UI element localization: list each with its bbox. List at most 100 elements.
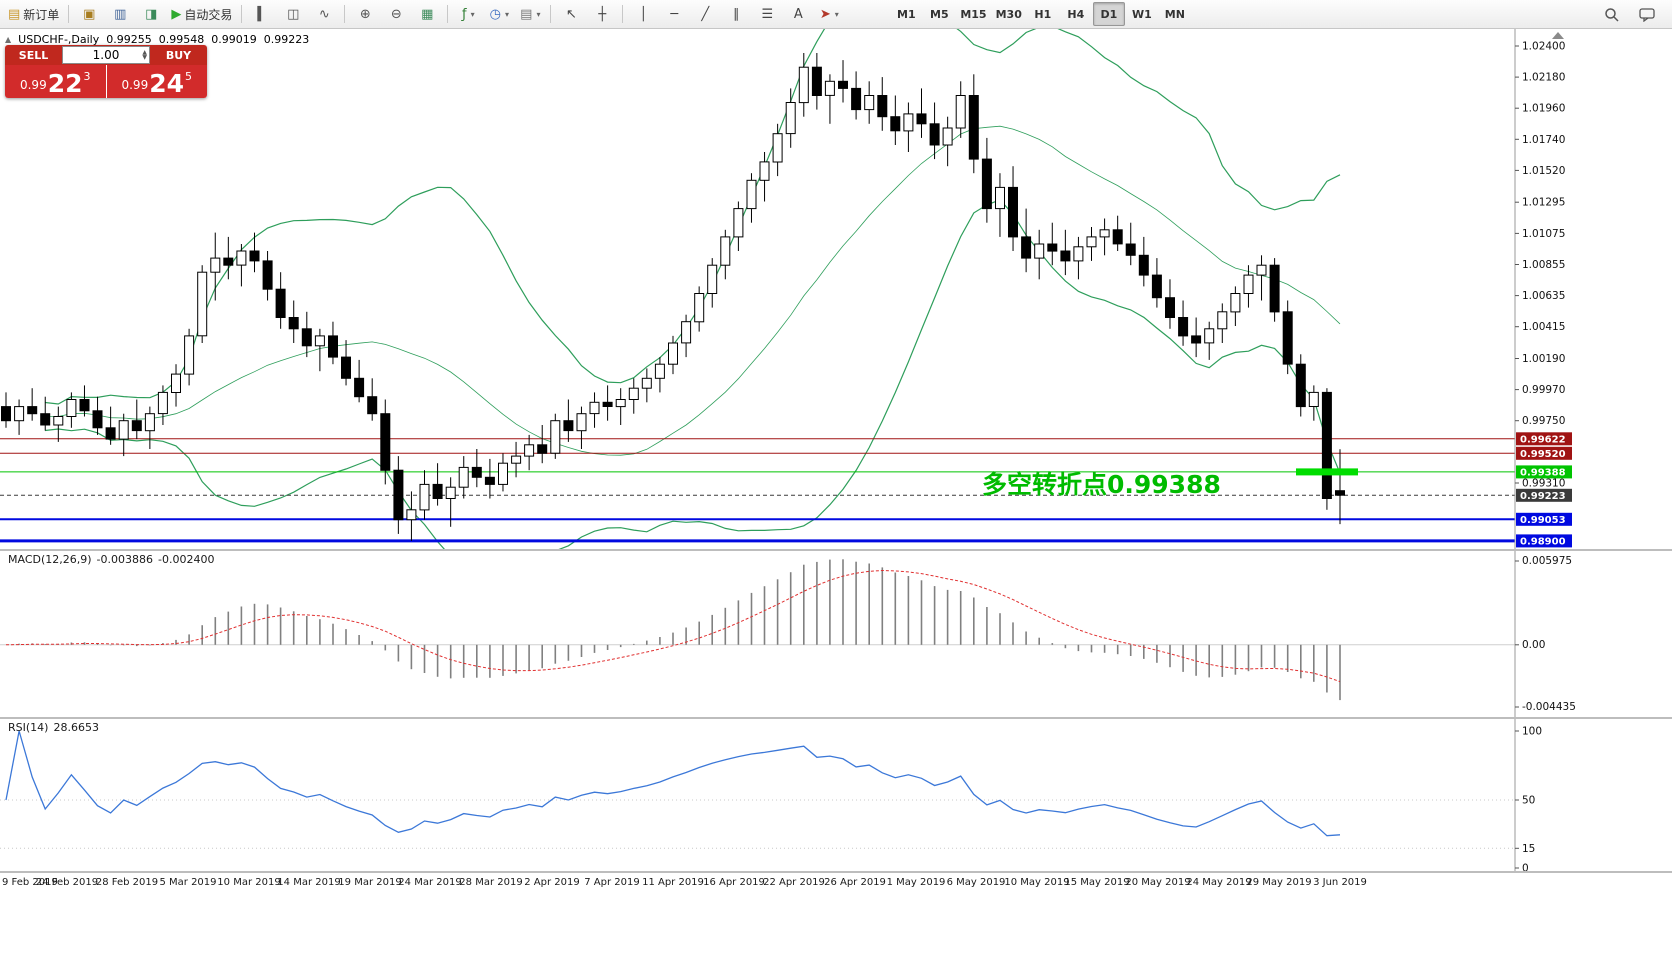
periods-button[interactable]: ◷ ▾	[484, 2, 514, 26]
sell-price-major: 0.99	[19, 78, 47, 92]
toolbar-separator	[241, 5, 243, 23]
timeframe-m1-button[interactable]: M1	[897, 7, 916, 21]
chart-symbol-label: USDCHF-,Daily	[18, 33, 100, 46]
price-tick-label: 0.99310	[1522, 478, 1565, 490]
date-label: 15 May 2019	[1064, 877, 1130, 888]
sell-price-point: 3	[83, 70, 91, 83]
volume-input[interactable]: 1.00 ▲ ▼	[62, 46, 150, 64]
chart-shift-marker[interactable]	[1552, 32, 1564, 39]
zoom-out-button[interactable]: ⊖	[381, 2, 411, 26]
tile-windows-button[interactable]: ▦	[412, 2, 442, 26]
autotrading-icon: ▶	[171, 6, 182, 22]
dropdown-arrow-icon: ▾	[536, 9, 541, 19]
timeframe-h1-button[interactable]: H1	[1034, 7, 1052, 21]
timeframe-m30-button[interactable]: M30	[995, 7, 1022, 21]
panel-separator[interactable]	[0, 871, 1672, 873]
date-label: 10 May 2019	[1004, 877, 1070, 888]
one-click-collapse-toggle[interactable]: ▲	[5, 35, 12, 44]
toolbar-separator	[344, 5, 346, 23]
indicators-button[interactable]: ƒ ▾	[453, 2, 483, 26]
candlestick-chart-button[interactable]: ◫	[278, 2, 308, 26]
autotrading-button[interactable]: ▶ 自动交易	[167, 2, 236, 26]
panel-separator[interactable]	[0, 549, 1672, 551]
buy-button[interactable]: BUY	[165, 48, 192, 62]
date-label: 24 Mar 2019	[398, 877, 462, 888]
dropdown-arrow-icon: ▾	[834, 9, 839, 19]
price-tick-label: 1.01520	[1522, 165, 1565, 177]
macd-axis[interactable]: 0.005975 0.00 -0.004435	[1514, 551, 1576, 717]
volume-up-icon[interactable]: ▲	[142, 49, 147, 56]
rsi-axis[interactable]: 100 50 15 0	[1514, 719, 1542, 872]
bollinger-bands	[45, 29, 1341, 549]
chart-annotation-text[interactable]: 多空转折点0.99388	[982, 470, 1221, 499]
buy-price-point: 5	[185, 70, 192, 83]
search-button[interactable]	[1596, 2, 1626, 26]
zoom-out-icon: ⊖	[390, 6, 402, 22]
timeframe-m15-button[interactable]: M15	[960, 7, 987, 21]
line-chart-icon: ∿	[318, 6, 330, 22]
trendline-button[interactable]: ╱	[690, 2, 720, 26]
buy-price-button[interactable]: 0.99 24 5	[106, 65, 207, 98]
data-window-button[interactable]: ◨	[136, 2, 166, 26]
timeframe-m5-button[interactable]: M5	[930, 7, 949, 21]
rsi-tick-label: 0	[1522, 863, 1529, 872]
macd-main-value: -0.003886	[96, 553, 154, 566]
line-chart-button[interactable]: ∿	[309, 2, 339, 26]
dropdown-arrow-icon: ▾	[470, 9, 475, 19]
date-label: 28 Mar 2019	[459, 877, 523, 888]
toolbar-separator	[550, 5, 552, 23]
price-tick-label: 1.02400	[1522, 41, 1565, 53]
timeframe-w1-button[interactable]: W1	[1131, 7, 1152, 21]
volume-spinner[interactable]: ▲ ▼	[142, 47, 147, 63]
equidistant-channel-button[interactable]: ∥	[721, 2, 751, 26]
crosshair-icon: ┼	[598, 6, 607, 22]
date-label: 24 Feb 2019	[35, 877, 99, 888]
bar-chart-button[interactable]: ▍	[247, 2, 277, 26]
profiles-icon: ▥	[114, 6, 127, 22]
price-chart[interactable]: 1.02400 1.02180 1.01960 1.01740 1.01520 1.012…	[0, 29, 1672, 549]
timeframe-d1-button[interactable]: D1	[1092, 2, 1125, 26]
middle-band	[45, 125, 1341, 456]
vertical-line-button[interactable]: │	[628, 2, 658, 26]
profiles-button[interactable]: ▥	[105, 2, 135, 26]
rsi-line	[5, 730, 1341, 837]
zoom-in-button[interactable]: ⊕	[350, 2, 380, 26]
chat-icon	[1639, 7, 1655, 22]
price-axis[interactable]: 1.02400 1.02180 1.01960 1.01740 1.01520 1.012…	[1514, 29, 1572, 549]
new-chart-button[interactable]: ▣	[74, 2, 104, 26]
arrows-button[interactable]: ➤ ▾	[814, 2, 844, 26]
macd-histogram	[18, 559, 1341, 701]
sell-price-button[interactable]: 0.99 22 3	[5, 65, 106, 98]
rsi-name: RSI(14)	[8, 721, 49, 734]
horizontal-lines[interactable]	[0, 438, 1515, 543]
price-badge-label: 0.99053	[1520, 515, 1566, 526]
date-label: 2 Apr 2019	[524, 877, 580, 888]
date-label: 3 Jun 2019	[1313, 877, 1367, 888]
timeframe-h4-button[interactable]: H4	[1067, 7, 1085, 21]
date-label: 20 May 2019	[1125, 877, 1191, 888]
templates-button[interactable]: ▤ ▾	[515, 2, 545, 26]
time-axis[interactable]: 9 Feb 2019 24 Feb 2019 28 Feb 2019 5 Mar 20…	[0, 873, 1672, 895]
chat-button[interactable]	[1632, 2, 1662, 26]
sell-button[interactable]: SELL	[18, 48, 49, 62]
timeframe-mn-button[interactable]: MN	[1164, 7, 1185, 21]
equidistant-channel-icon: ∥	[733, 6, 740, 22]
chart-window: 1.02400 1.02180 1.01960 1.01740 1.01520 1.012…	[0, 29, 1672, 954]
crosshair-button[interactable]: ┼	[587, 2, 617, 26]
rsi-panel[interactable]: 100 50 15 0	[0, 719, 1672, 871]
date-label: 28 Feb 2019	[95, 877, 159, 888]
text-button[interactable]: A	[783, 2, 813, 26]
volume-down-icon[interactable]: ▼	[142, 54, 147, 61]
panel-separator[interactable]	[0, 717, 1672, 719]
periods-icon: ◷	[489, 6, 501, 22]
highlight-segment[interactable]	[1296, 468, 1358, 476]
macd-panel[interactable]: 0.005975 0.00 -0.004435	[0, 551, 1672, 717]
cursor-button[interactable]: ↖	[556, 2, 586, 26]
macd-signal-line	[5, 569, 1341, 683]
new-order-button[interactable]: ▤ 新订单	[4, 2, 63, 26]
horizontal-line-button[interactable]: ─	[659, 2, 689, 26]
date-label: 6 May 2019	[946, 877, 1006, 888]
date-label: 16 Apr 2019	[703, 877, 765, 888]
fibonacci-button[interactable]: ☰	[752, 2, 782, 26]
upper-band	[45, 29, 1341, 405]
